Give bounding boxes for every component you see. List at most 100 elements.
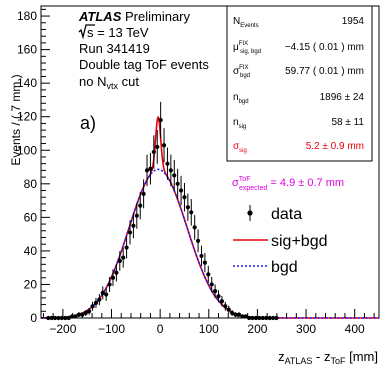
stats-row-label: σsig: [233, 141, 247, 154]
data-point: [270, 315, 276, 321]
data-point: [185, 193, 190, 221]
data-point-marker: [182, 195, 187, 200]
data-point: [144, 154, 150, 187]
data-point-marker: [165, 161, 170, 166]
data-point: [172, 159, 177, 191]
x-tick-label: −200: [49, 322, 76, 336]
stats-row-label: nbgd: [233, 92, 249, 105]
x-axis-label: zATLAS - zToF [mm]: [278, 349, 378, 366]
data-point-marker: [53, 315, 58, 321]
data-point-marker: [127, 230, 133, 235]
data-point-marker: [168, 168, 173, 173]
data-point: [53, 315, 58, 321]
data-point: [240, 314, 245, 319]
energy-label: s = 13 TeV: [87, 25, 149, 40]
data-point: [138, 191, 143, 220]
fit-stats-box: NEvents 1954 μFIX sig, bgd −4.15 ( 0.01 ) mm…: [226, 5, 373, 162]
info-text: ATLAS Preliminary s = 13 TeV Run 341419 …: [78, 9, 209, 133]
atlas-label: ATLAS: [78, 9, 122, 24]
data-point: [110, 269, 116, 286]
y-tick-label: 40: [24, 244, 38, 258]
plot-border: [40, 5, 380, 319]
data-point-marker: [83, 310, 88, 316]
data-point: [216, 290, 221, 303]
data-point-marker: [260, 315, 265, 321]
data-point-marker: [73, 314, 78, 319]
data-point: [233, 312, 238, 318]
data-point: [100, 286, 105, 300]
x-tick-label: 100: [199, 322, 219, 336]
data-point: [161, 128, 167, 163]
data-point: [107, 276, 112, 292]
data-point-marker: [230, 310, 235, 316]
data-point: [199, 245, 204, 267]
data-point: [73, 314, 78, 319]
preliminary-label: Preliminary: [125, 9, 191, 24]
selection-label: Double tag ToF events: [79, 57, 209, 72]
data-point: [104, 288, 109, 301]
data-point-marker: [87, 309, 92, 314]
data-point-marker: [90, 304, 95, 309]
data-point-marker: [151, 149, 156, 155]
data-point: [182, 182, 187, 212]
legend-marker: [247, 210, 253, 216]
data-point-marker: [66, 315, 71, 321]
data-point-marker: [185, 205, 190, 210]
data-point-marker: [178, 188, 184, 193]
data-point-marker: [192, 225, 197, 230]
data-point: [260, 315, 265, 321]
stats-row-value: −4.15 ( 0.01 ) mm: [285, 42, 364, 53]
legend-item-bgd: bgd: [233, 259, 298, 276]
y-tick-label: 160: [17, 43, 37, 57]
data-point-marker: [107, 282, 112, 287]
data-point: [175, 168, 180, 199]
data-point: [56, 315, 61, 321]
data-point: [226, 305, 231, 314]
legend-item-data: data: [247, 205, 302, 223]
sqrt-symbol: [78, 24, 95, 40]
data-point: [202, 253, 207, 273]
stats-row-label: nsig: [233, 117, 246, 130]
data-point: [267, 315, 272, 321]
data-point: [93, 297, 99, 308]
axes: 0 20 40 60 80 100 120 140 160 180 −200 −100 0 100 200 3…: [17, 8, 375, 336]
data-point-marker: [131, 223, 136, 228]
data-point-marker: [141, 191, 146, 196]
data-point-marker: [158, 117, 163, 123]
data-point: [165, 147, 170, 180]
data-point: [121, 247, 126, 268]
data-point-marker: [202, 260, 207, 265]
data-point-marker: [195, 238, 201, 243]
data-point-marker: [213, 289, 218, 294]
data-point-marker: [121, 255, 126, 260]
data-point: [213, 284, 218, 298]
legend-item-sig-bgd: sig+bgd: [233, 233, 328, 250]
data-point-marker: [206, 272, 211, 277]
y-tick-label: 0: [30, 311, 37, 325]
data-point: [243, 314, 248, 319]
data-point: [131, 213, 136, 239]
x-tick-label: 300: [296, 322, 316, 336]
data-point: [219, 295, 225, 307]
y-tick-label: 80: [24, 177, 38, 191]
y-tick-label: 180: [17, 9, 37, 23]
data-point: [76, 312, 82, 318]
data-point: [195, 229, 201, 253]
stats-row-value: 58 ± 11: [331, 117, 364, 128]
legend-label: bgd: [271, 259, 298, 276]
data-point-marker: [270, 315, 276, 321]
data-point: [189, 199, 194, 226]
data-point: [250, 315, 255, 321]
data-point: [134, 202, 139, 229]
nvtx-label: no Nvtx cut: [79, 74, 139, 91]
data-point: [87, 307, 92, 315]
data-point-marker: [148, 166, 153, 171]
data-point-marker: [216, 294, 221, 299]
y-tick-label: 20: [24, 277, 38, 291]
data-point-marker: [134, 213, 139, 218]
data-point: [158, 101, 163, 139]
x-tick-label: −100: [98, 322, 125, 336]
data-point-marker: [226, 307, 231, 312]
y-tick-label: 100: [17, 143, 37, 157]
